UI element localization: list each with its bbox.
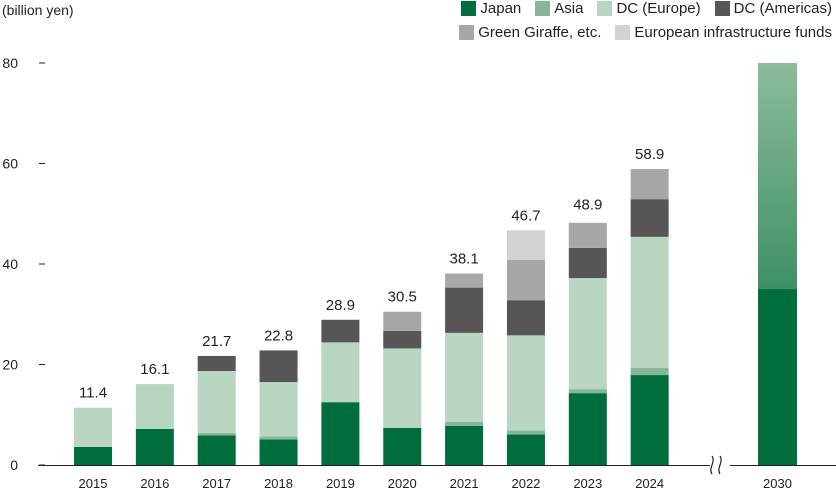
bar-2024-green-giraffe-etc bbox=[630, 169, 669, 200]
x-tick-label-2015: 2015 bbox=[79, 476, 108, 490]
bar-2023-japan bbox=[568, 393, 607, 465]
bar-2024-dc-europe bbox=[630, 236, 669, 369]
bar-2020-dc-europe bbox=[383, 348, 422, 428]
total-label-2022: 46.7 bbox=[511, 207, 540, 224]
bar-2022-japan bbox=[506, 434, 545, 465]
bar-2022-dc-europe bbox=[506, 335, 545, 431]
total-label-2023: 48.9 bbox=[573, 196, 602, 213]
bar-2015-japan bbox=[74, 446, 112, 465]
bar-2018-dc-americas bbox=[259, 350, 298, 383]
legend-label-european-infrastructure-funds: European infrastructure funds bbox=[634, 24, 832, 41]
axis-break-mark-2 bbox=[718, 455, 722, 475]
total-label-2016: 16.1 bbox=[140, 361, 169, 378]
y-tick-label-80: 80 bbox=[2, 55, 18, 71]
bar-2022-dc-americas bbox=[506, 300, 545, 336]
legend-label-asia: Asia bbox=[554, 0, 584, 17]
bar-2023-dc-europe bbox=[568, 278, 607, 390]
bar-2019-dc-americas bbox=[321, 319, 360, 343]
legend-item-dc-europe: DC (Europe) bbox=[597, 0, 701, 17]
x-tick-label-2030: 2030 bbox=[763, 476, 792, 490]
y-axis-unit-label: (billion yen) bbox=[2, 2, 74, 18]
bar-2018-asia bbox=[259, 436, 298, 440]
bar-2020-dc-americas bbox=[383, 330, 422, 349]
legend-item-european-infrastructure-funds: European infrastructure funds bbox=[615, 24, 832, 41]
bar-2023-dc-americas bbox=[568, 247, 607, 279]
legend-label-japan: Japan bbox=[480, 0, 522, 17]
bar-2024-dc-americas bbox=[630, 199, 669, 237]
bar-2024-asia bbox=[630, 368, 669, 376]
bar-2019-japan bbox=[321, 402, 360, 465]
y-tick-label-40: 40 bbox=[2, 256, 18, 272]
bar-2017-dc-americas bbox=[197, 355, 236, 372]
bar-2022-green-giraffe-etc bbox=[506, 259, 545, 301]
legend-swatch-japan bbox=[461, 1, 477, 16]
bar-2022-european-infrastructure-funds bbox=[506, 230, 545, 260]
bar-2015-dc-europe bbox=[74, 407, 112, 447]
legend-item-asia: Asia bbox=[535, 0, 583, 17]
bar-2030-japan bbox=[758, 289, 797, 465]
bar-2017-japan bbox=[197, 435, 236, 465]
legend-label-dc-americas: DC (Americas) bbox=[733, 0, 832, 17]
total-label-2021: 38.1 bbox=[449, 251, 478, 268]
x-tick-label-2023: 2023 bbox=[573, 476, 602, 490]
total-label-2024: 58.9 bbox=[635, 146, 664, 163]
bar-2021-asia bbox=[445, 421, 484, 426]
legend-label-dc-europe: DC (Europe) bbox=[616, 0, 701, 17]
bar-2022-asia bbox=[506, 430, 545, 435]
bar-2018-japan bbox=[259, 439, 298, 465]
bar-2017-asia bbox=[197, 432, 236, 436]
x-tick-label-2018: 2018 bbox=[264, 476, 293, 490]
x-tick-label-2021: 2021 bbox=[450, 476, 479, 490]
legend-swatch-dc-americas bbox=[714, 1, 730, 16]
bar-2016-dc-europe bbox=[135, 384, 174, 429]
bar-2023-green-giraffe-etc bbox=[568, 222, 607, 248]
x-tick-label-2019: 2019 bbox=[326, 476, 355, 490]
legend-row-1: Japan Asia DC (Europe) DC (Americas) bbox=[461, 0, 832, 17]
legend-item-green-giraffe: Green Giraffe, etc. bbox=[459, 24, 601, 41]
x-tick-label-2016: 2016 bbox=[140, 476, 169, 490]
x-tick-label-2024: 2024 bbox=[635, 476, 664, 490]
legend-item-japan: Japan bbox=[461, 0, 521, 17]
legend-swatch-dc-europe bbox=[597, 1, 613, 16]
total-label-2019: 28.9 bbox=[326, 297, 355, 314]
legend-swatch-green-giraffe bbox=[459, 25, 475, 40]
bar-2019-dc-europe bbox=[321, 342, 360, 403]
bar-2017-dc-europe bbox=[197, 371, 236, 433]
legend-swatch-asia bbox=[535, 1, 551, 16]
bar-2020-japan bbox=[383, 427, 422, 465]
x-tick-label-2020: 2020 bbox=[388, 476, 417, 490]
y-tick-label-60: 60 bbox=[2, 156, 18, 172]
bar-2018-dc-europe bbox=[259, 382, 298, 437]
total-label-2018: 22.8 bbox=[264, 327, 293, 344]
bar-2016-japan bbox=[135, 428, 174, 465]
bar-2021-green-giraffe-etc bbox=[445, 273, 484, 288]
legend-swatch-european-infrastructure-funds bbox=[615, 25, 631, 40]
legend-row-2: Green Giraffe, etc. European infrastruct… bbox=[459, 24, 832, 41]
bar-2023-asia bbox=[568, 389, 607, 394]
total-label-2017: 21.7 bbox=[202, 333, 231, 350]
x-tick-label-2022: 2022 bbox=[511, 476, 540, 490]
y-tick-label-0: 0 bbox=[10, 457, 18, 473]
total-label-2015: 11.4 bbox=[79, 385, 107, 402]
axis-break-mark-1 bbox=[710, 455, 714, 475]
bar-2024-japan bbox=[630, 375, 669, 465]
bar-2021-dc-europe bbox=[445, 332, 484, 422]
legend-item-dc-americas: DC (Americas) bbox=[714, 0, 832, 17]
legend-label-green-giraffe: Green Giraffe, etc. bbox=[478, 24, 602, 41]
x-tick-label-2017: 2017 bbox=[202, 476, 231, 490]
y-tick-label-20: 20 bbox=[2, 357, 18, 373]
bar-2021-dc-americas bbox=[445, 287, 484, 333]
bar-2021-japan bbox=[445, 425, 484, 465]
total-label-2020: 30.5 bbox=[388, 289, 417, 306]
bar-2020-green-giraffe-etc bbox=[383, 311, 422, 331]
